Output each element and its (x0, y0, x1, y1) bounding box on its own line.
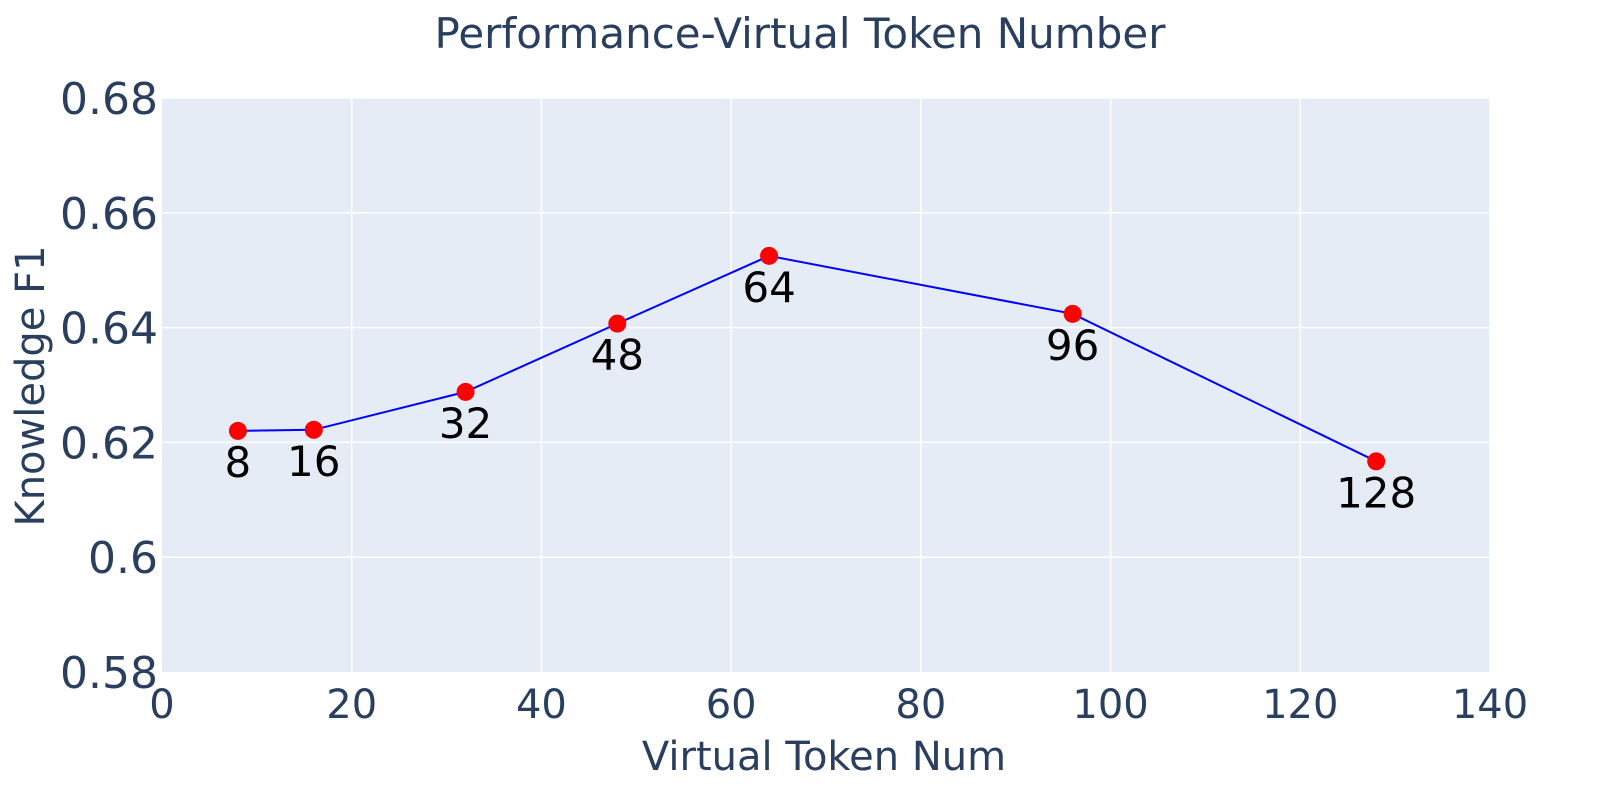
y-tick-label: 0.6 (88, 533, 158, 584)
y-axis-title: Knowledge F1 (8, 245, 54, 526)
data-point (760, 246, 779, 265)
data-point-label: 16 (287, 437, 340, 486)
data-point-label: 96 (1046, 321, 1099, 370)
x-tick-label: 120 (1262, 682, 1338, 728)
data-point (228, 421, 247, 440)
x-axis-title: Virtual Token Num (642, 734, 1006, 780)
axis-ticks: 0 20 40 60 80 100 120 140 0.58 0.6 0.62 0.64 0.66 0.6… (60, 74, 1528, 728)
data-point (456, 382, 475, 401)
y-tick-label: 0.64 (60, 304, 158, 355)
data-point-label: 32 (439, 399, 492, 448)
x-tick-label: 60 (706, 682, 757, 728)
x-tick-label: 20 (326, 682, 377, 728)
data-point-label: 8 (225, 438, 252, 487)
data-point-label: 64 (742, 263, 795, 312)
data-point (608, 314, 627, 333)
y-tick-label: 0.68 (60, 74, 158, 125)
x-tick-label: 80 (895, 682, 946, 728)
plot-area (162, 98, 1490, 672)
data-point (304, 420, 323, 439)
x-tick-label: 40 (516, 682, 567, 728)
point-labels: 8 16 32 48 64 96 128 (225, 263, 1417, 517)
series-markers (228, 246, 1386, 471)
x-tick-label: 140 (1452, 682, 1528, 728)
chart-title: Performance-Virtual Token Number (434, 9, 1166, 58)
y-tick-label: 0.62 (60, 418, 158, 469)
x-tick-label: 100 (1072, 682, 1148, 728)
data-point (1367, 452, 1386, 471)
y-tick-label: 0.66 (60, 189, 158, 240)
y-tick-label: 0.58 (60, 648, 158, 699)
data-point (1063, 304, 1082, 323)
grid-lines (162, 97, 1491, 672)
data-point-label: 48 (591, 331, 644, 380)
x-tick-label: 0 (149, 682, 174, 728)
data-point-label: 128 (1336, 468, 1416, 517)
